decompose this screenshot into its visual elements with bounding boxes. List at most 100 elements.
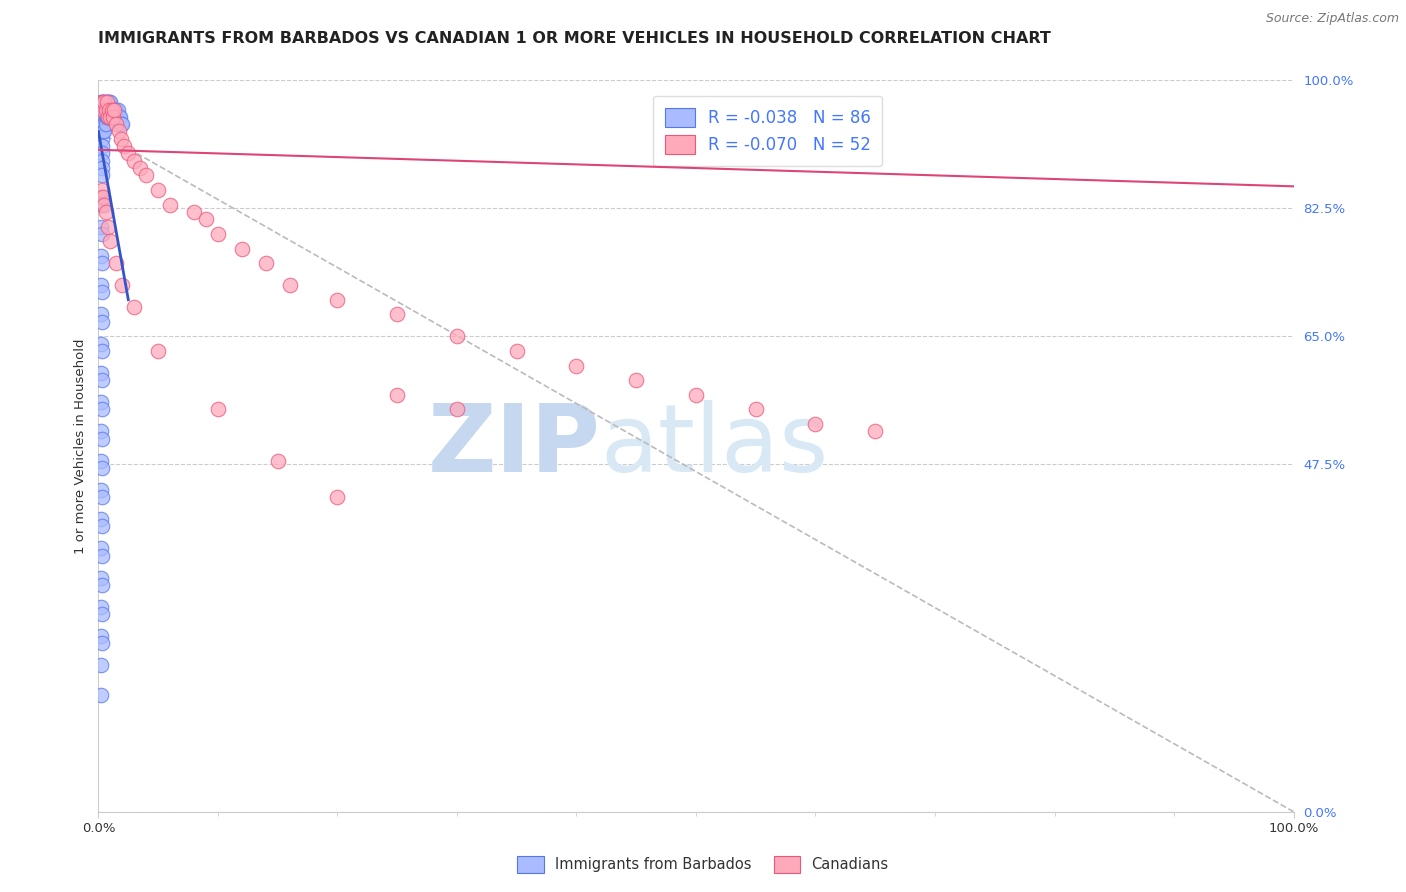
- Point: [385, 388, 409, 402]
- Point: [91, 578, 114, 592]
- Point: [135, 169, 157, 183]
- Point: [90, 512, 112, 526]
- Point: [91, 124, 114, 138]
- Text: IMMIGRANTS FROM BARBADOS VS CANADIAN 1 OR MORE VEHICLES IN HOUSEHOLD CORRELATION: IMMIGRANTS FROM BARBADOS VS CANADIAN 1 O…: [98, 31, 1052, 46]
- Point: [183, 205, 205, 219]
- Point: [90, 95, 112, 110]
- Point: [98, 103, 122, 117]
- Point: [91, 402, 114, 417]
- Point: [90, 190, 112, 204]
- Point: [90, 366, 112, 380]
- Point: [94, 103, 117, 117]
- Point: [98, 110, 122, 124]
- Point: [278, 278, 301, 293]
- Point: [195, 212, 218, 227]
- Point: [91, 124, 114, 138]
- Point: [105, 117, 128, 131]
- Point: [96, 95, 118, 110]
- Text: atlas: atlas: [600, 400, 828, 492]
- Point: [111, 278, 134, 293]
- Legend: R = -0.038   N = 86, R = -0.070   N = 52: R = -0.038 N = 86, R = -0.070 N = 52: [652, 96, 883, 166]
- Point: [103, 110, 125, 124]
- Point: [91, 227, 114, 241]
- Point: [90, 336, 112, 351]
- Point: [254, 256, 277, 270]
- Point: [105, 256, 128, 270]
- Point: [91, 256, 114, 270]
- Point: [94, 103, 117, 117]
- Point: [91, 95, 114, 110]
- Point: [267, 453, 290, 467]
- Point: [91, 432, 114, 446]
- Point: [98, 110, 121, 124]
- Point: [94, 110, 117, 124]
- Point: [90, 688, 112, 702]
- Point: [91, 117, 114, 131]
- Point: [103, 103, 125, 117]
- Point: [207, 227, 229, 241]
- Point: [91, 169, 114, 183]
- Point: [104, 110, 127, 124]
- Point: [91, 490, 114, 504]
- Point: [101, 110, 124, 124]
- Point: [626, 373, 648, 387]
- Point: [103, 103, 125, 117]
- Point: [93, 95, 115, 110]
- Point: [98, 95, 122, 110]
- Point: [90, 395, 112, 409]
- Point: [804, 417, 827, 431]
- Point: [94, 95, 117, 110]
- Point: [91, 153, 114, 168]
- Point: [90, 483, 112, 497]
- Point: [148, 183, 170, 197]
- Point: [91, 103, 114, 117]
- Point: [97, 103, 120, 117]
- Point: [91, 461, 114, 475]
- Point: [110, 117, 132, 131]
- Point: [90, 278, 112, 293]
- Y-axis label: 1 or more Vehicles in Household: 1 or more Vehicles in Household: [75, 338, 87, 554]
- Legend: Immigrants from Barbados, Canadians: Immigrants from Barbados, Canadians: [510, 849, 896, 880]
- Point: [90, 453, 112, 467]
- Point: [91, 103, 114, 117]
- Text: Source: ZipAtlas.com: Source: ZipAtlas.com: [1265, 12, 1399, 25]
- Point: [90, 658, 112, 673]
- Point: [107, 124, 129, 138]
- Point: [91, 95, 114, 110]
- Point: [96, 95, 118, 110]
- Point: [90, 425, 112, 439]
- Point: [91, 549, 114, 563]
- Point: [506, 343, 529, 358]
- Point: [90, 629, 112, 643]
- Point: [91, 607, 114, 622]
- Point: [326, 293, 349, 307]
- Point: [97, 219, 120, 234]
- Point: [159, 197, 181, 211]
- Point: [108, 110, 131, 124]
- Point: [101, 103, 124, 117]
- Point: [90, 249, 112, 263]
- Point: [91, 110, 114, 124]
- Point: [91, 117, 114, 131]
- Point: [91, 103, 114, 117]
- Point: [96, 110, 118, 124]
- Point: [93, 124, 115, 138]
- Point: [90, 541, 112, 556]
- Point: [385, 307, 409, 321]
- Point: [91, 519, 114, 533]
- Point: [91, 95, 114, 110]
- Point: [97, 110, 120, 124]
- Point: [124, 300, 146, 314]
- Point: [94, 117, 117, 131]
- Point: [100, 103, 122, 117]
- Text: ZIP: ZIP: [427, 400, 600, 492]
- Point: [93, 95, 115, 110]
- Point: [124, 153, 146, 168]
- Point: [100, 103, 122, 117]
- Point: [91, 343, 114, 358]
- Point: [104, 103, 127, 117]
- Point: [207, 402, 229, 417]
- Point: [91, 132, 114, 146]
- Point: [93, 117, 115, 131]
- Point: [326, 490, 349, 504]
